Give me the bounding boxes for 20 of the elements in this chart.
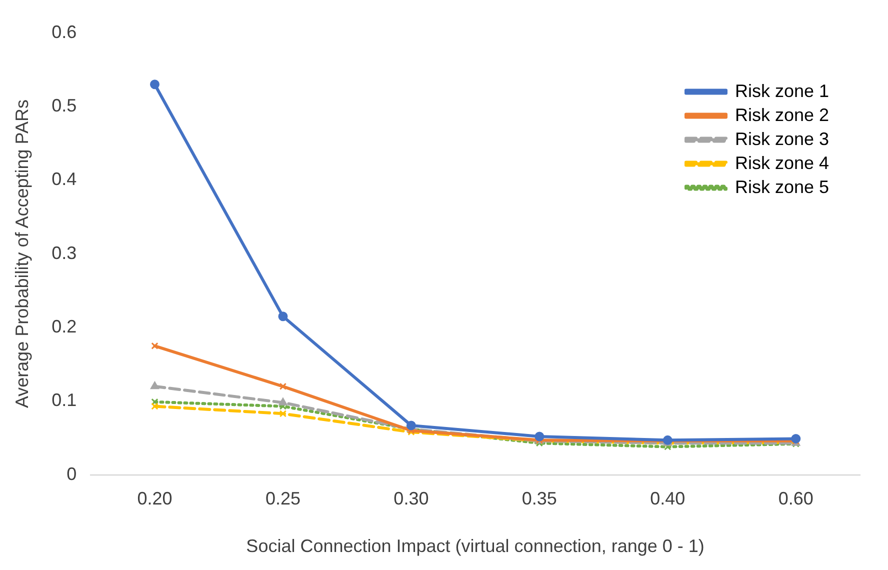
y-tick-label: 0.5 bbox=[52, 95, 77, 116]
x-tick-label: 0.30 bbox=[394, 488, 429, 509]
y-tick-label: 0.3 bbox=[52, 242, 77, 263]
x-tick-label: 0.35 bbox=[522, 488, 557, 509]
x-axis-title: Social Connection Impact (virtual connection, range 0 - 1) bbox=[246, 536, 704, 556]
x-tick-label: 0.40 bbox=[650, 488, 686, 509]
x-tick-label: 0.25 bbox=[265, 488, 300, 509]
legend-label: Risk zone 5 bbox=[735, 176, 830, 197]
legend-label: Risk zone 1 bbox=[735, 80, 830, 101]
y-tick-label: 0.4 bbox=[52, 169, 77, 190]
y-axis-title: Average Probability of Accepting PARs bbox=[12, 100, 32, 408]
y-tick-label: 0.2 bbox=[52, 316, 77, 336]
legend-label: Risk zone 4 bbox=[735, 152, 830, 173]
y-tick-label: 0 bbox=[66, 464, 77, 484]
legend-label: Risk zone 3 bbox=[735, 128, 830, 149]
y-tick-label: 0.1 bbox=[52, 390, 77, 410]
legend-label: Risk zone 2 bbox=[735, 104, 830, 125]
y-tick-label: 0.6 bbox=[52, 22, 77, 42]
x-tick-label: 0.20 bbox=[137, 488, 172, 509]
x-tick-label: 0.60 bbox=[778, 488, 814, 509]
